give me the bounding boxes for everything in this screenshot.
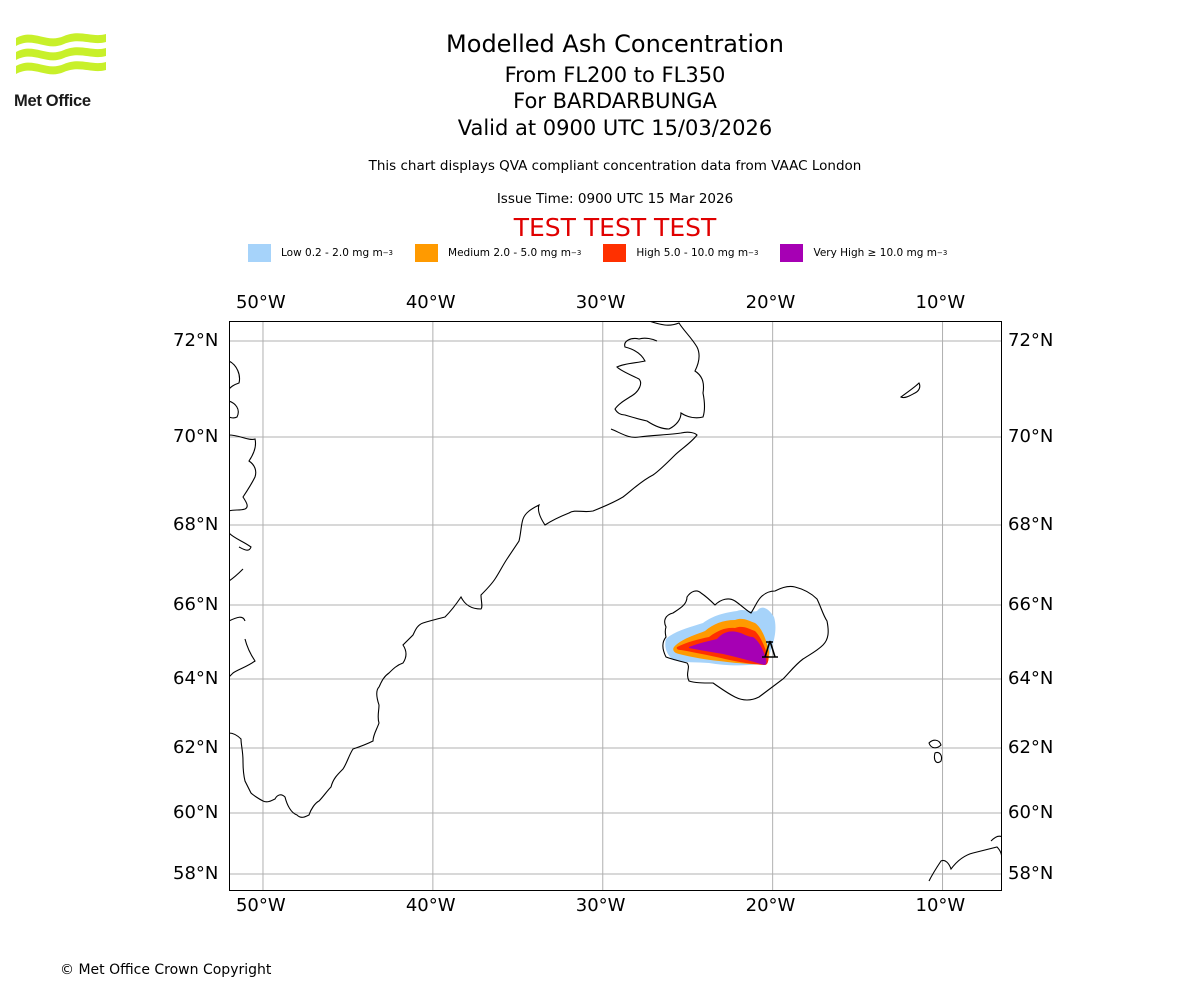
lat-tick-label-left: 58°N xyxy=(173,863,219,884)
lon-tick-label-bottom: 40°W xyxy=(405,895,456,916)
lon-tick-label-bottom: 50°W xyxy=(235,895,286,916)
ash-contours xyxy=(665,607,776,666)
chart-description: This chart displays QVA compliant concen… xyxy=(368,158,862,174)
lat-tick-label-right: 70°N xyxy=(1008,426,1054,447)
lat-tick-label-right: 68°N xyxy=(1008,514,1054,535)
legend-unit-exp: −3 xyxy=(571,249,582,257)
issue-time: Issue Time: 0900 UTC 15 Mar 2026 xyxy=(496,191,734,207)
legend-swatch-high xyxy=(603,244,627,262)
legend-label-very-high: Very High ≥ 10.0 mg m xyxy=(813,247,937,259)
legend-label-low: Low 0.2 - 2.0 mg m xyxy=(281,247,383,259)
lat-tick-label-left: 68°N xyxy=(173,514,219,535)
legend-label-medium: Medium 2.0 - 5.0 mg m xyxy=(448,247,571,259)
lat-tick-label-right: 66°N xyxy=(1008,594,1054,615)
legend-item-low: Low 0.2 - 2.0 mg m −3 xyxy=(248,244,393,262)
legend-unit-exp: −3 xyxy=(748,249,759,257)
legend-item-very-high: Very High ≥ 10.0 mg m −3 xyxy=(780,244,947,262)
legend-item-medium: Medium 2.0 - 5.0 mg m −3 xyxy=(415,244,581,262)
valid-time: Valid at 0900 UTC 15/03/2026 xyxy=(457,116,773,140)
map-frame xyxy=(229,321,1002,891)
map-border xyxy=(229,321,1002,891)
lat-tick-label-right: 58°N xyxy=(1008,863,1054,884)
graticule xyxy=(229,321,1002,891)
coastlines xyxy=(229,321,1002,882)
lat-tick-label-left: 66°N xyxy=(173,594,219,615)
lon-tick-label-top: 10°W xyxy=(915,292,966,313)
iceland-coast xyxy=(662,585,829,701)
greenland-coast xyxy=(229,321,706,818)
lon-tick-label-top: 30°W xyxy=(575,292,626,313)
test-banner: TEST TEST TEST xyxy=(513,213,717,242)
lon-tick-label-top: 40°W xyxy=(405,292,456,313)
copyright-notice: © Met Office Crown Copyright xyxy=(60,962,272,978)
legend-unit-exp: −3 xyxy=(382,249,394,257)
chart-title: Modelled Ash Concentration xyxy=(446,30,784,58)
met-office-logo xyxy=(16,33,106,75)
jan-mayen xyxy=(899,382,921,399)
lon-tick-label-top: 20°W xyxy=(745,292,796,313)
flight-levels: From FL200 to FL350 xyxy=(504,63,726,87)
lon-tick-label-top: 50°W xyxy=(235,292,286,313)
legend: Low 0.2 - 2.0 mg m −3 Medium 2.0 - 5.0 mg… xyxy=(248,244,969,262)
lon-tick-label-bottom: 10°W xyxy=(915,895,966,916)
lon-tick-label-bottom: 30°W xyxy=(575,895,626,916)
greenland-west-coast xyxy=(229,360,257,678)
legend-swatch-very-high xyxy=(780,244,804,262)
legend-label-high: High 5.0 - 10.0 mg m xyxy=(636,247,749,259)
lon-tick-label-bottom: 20°W xyxy=(745,895,796,916)
legend-unit-exp: −3 xyxy=(936,249,948,257)
lat-tick-label-left: 62°N xyxy=(173,737,219,758)
legend-swatch-medium xyxy=(415,244,439,262)
faroe-islands xyxy=(928,739,943,764)
ash-very-high-contour xyxy=(689,631,767,665)
lat-tick-label-left: 60°N xyxy=(173,802,219,823)
lat-tick-label-right: 62°N xyxy=(1008,737,1054,758)
lat-tick-label-left: 64°N xyxy=(173,668,219,689)
legend-swatch-low xyxy=(248,244,271,262)
volcano-marker xyxy=(762,640,778,658)
lat-tick-label-right: 60°N xyxy=(1008,802,1054,823)
logo-text: Met Office xyxy=(14,92,91,110)
legend-item-high: High 5.0 - 10.0 mg m −3 xyxy=(603,244,758,262)
volcano-name: For BARDARBUNGA xyxy=(513,89,717,113)
lat-tick-label-right: 72°N xyxy=(1008,330,1054,351)
lat-tick-label-left: 70°N xyxy=(173,426,219,447)
lat-tick-label-right: 64°N xyxy=(1008,668,1054,689)
lat-tick-label-left: 72°N xyxy=(173,330,219,351)
